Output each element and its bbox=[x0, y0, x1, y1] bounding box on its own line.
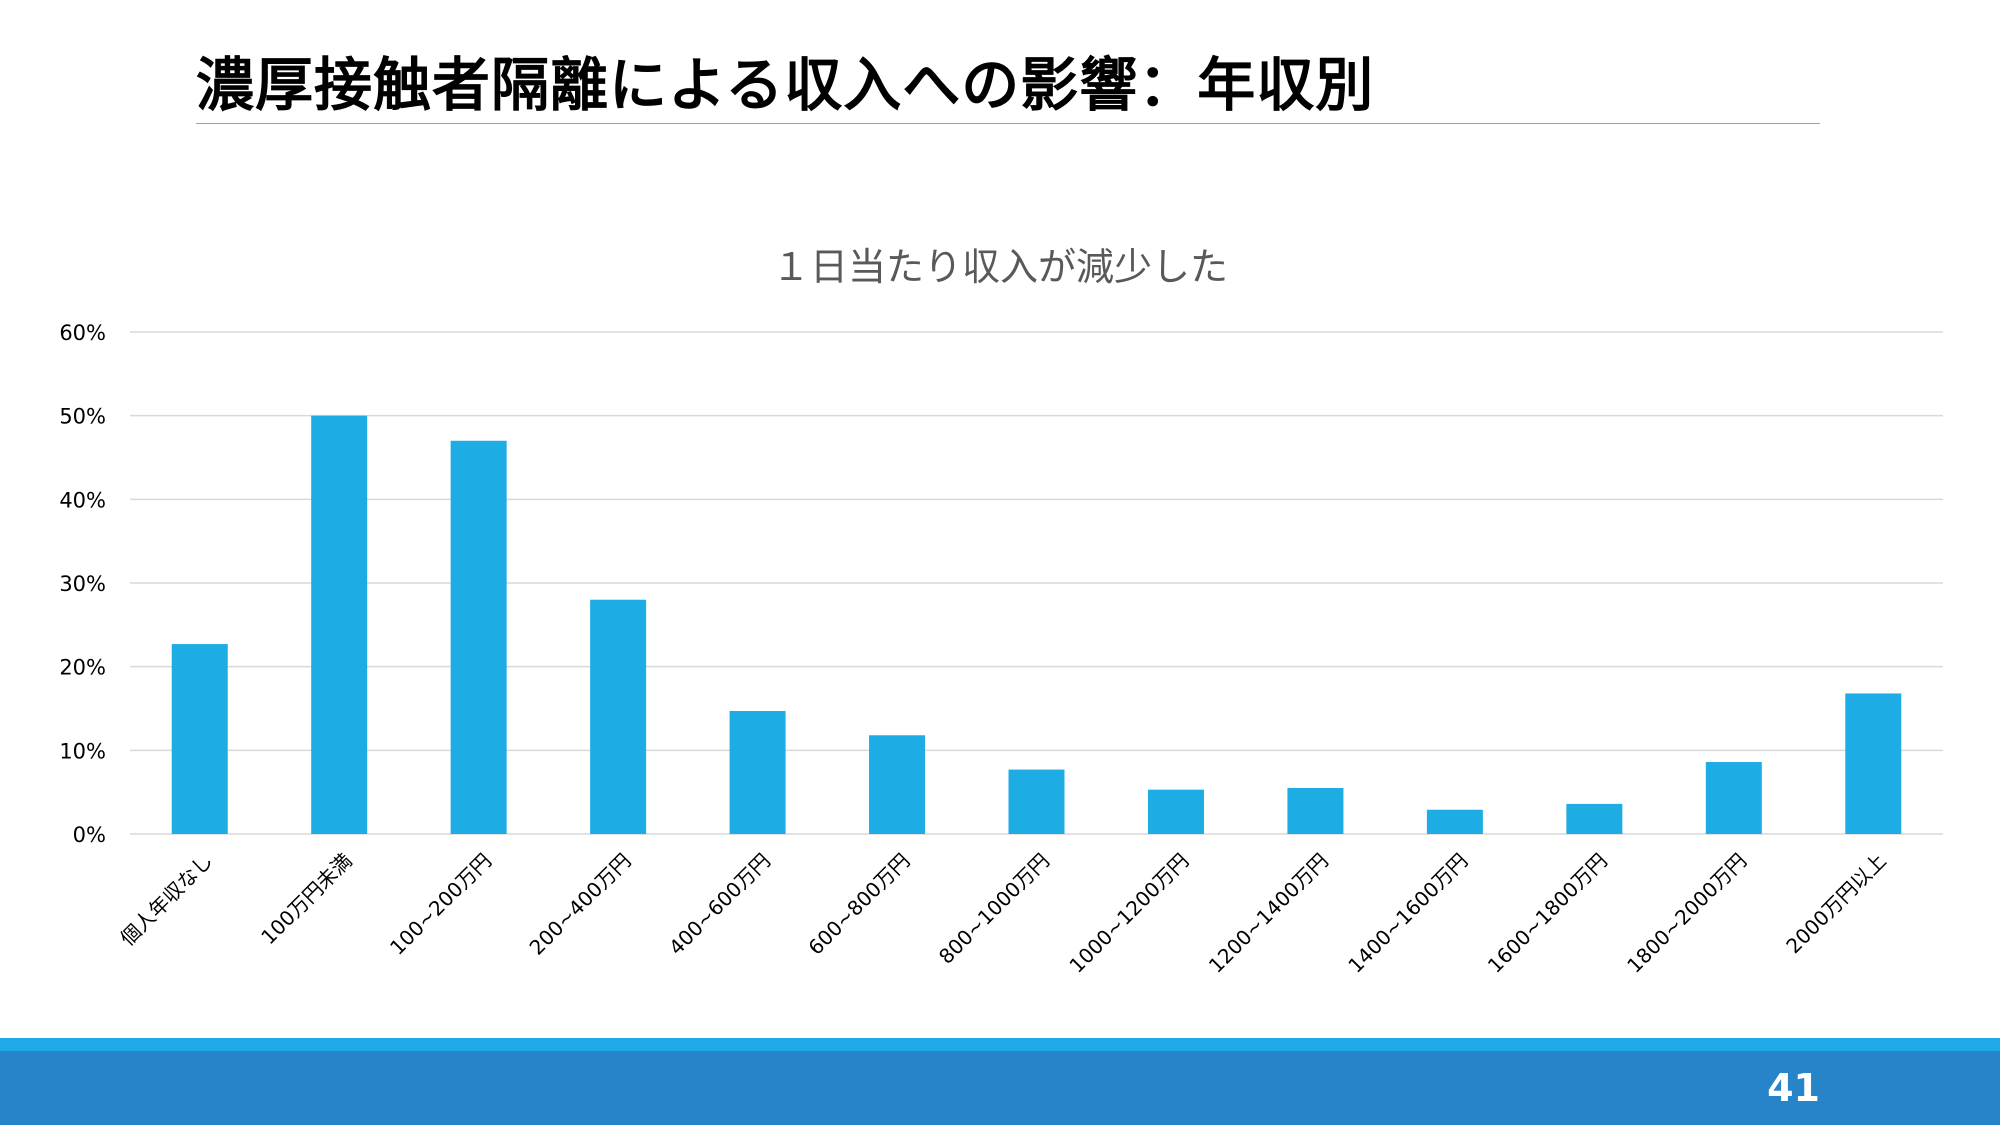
bar bbox=[1845, 693, 1902, 834]
bar bbox=[311, 415, 368, 834]
x-tick-label: 1200~1400万円 bbox=[1204, 849, 1333, 978]
x-tick-label: 800~1000万円 bbox=[934, 849, 1054, 969]
bar bbox=[869, 735, 926, 834]
footer-stripe bbox=[0, 1038, 2000, 1051]
x-tick-label: 100~200万円 bbox=[385, 849, 496, 960]
x-axis-tick-labels: 個人年収なし 100万円未満 100~200万円 200~400万円 400~600万円… bbox=[115, 849, 1890, 978]
bar bbox=[1147, 789, 1204, 834]
title-divider bbox=[196, 123, 1820, 124]
y-tick-label: 30% bbox=[59, 572, 106, 596]
y-tick-label: 50% bbox=[59, 405, 106, 429]
bar-chart: 0% 10% 20% 30% 40% 50% 60% 個人年収なし 100万円未満 100~20… bbox=[59, 321, 1943, 978]
chart-title: １日当たり収入が減少した bbox=[771, 245, 1228, 289]
x-tick-label: 100万円未満 bbox=[256, 849, 357, 950]
bar bbox=[1426, 809, 1483, 834]
y-axis-tick-labels: 0% 10% 20% 30% 40% 50% 60% bbox=[59, 321, 106, 847]
y-tick-label: 0% bbox=[73, 823, 106, 847]
y-tick-label: 10% bbox=[59, 739, 106, 763]
bar bbox=[729, 711, 786, 834]
footer-bar: 41 bbox=[0, 1051, 2000, 1125]
bar bbox=[171, 644, 228, 834]
slide-title: 濃厚接触者隔離による収入への影響：年収別 bbox=[196, 51, 1375, 119]
y-tick-label: 20% bbox=[59, 656, 106, 680]
bar bbox=[1705, 762, 1762, 834]
x-tick-label: 個人年収なし bbox=[115, 849, 217, 951]
x-tick-label: 1000~1200万円 bbox=[1064, 849, 1193, 978]
bar bbox=[1287, 787, 1344, 834]
bar bbox=[1008, 769, 1065, 834]
x-tick-label: 600~800万円 bbox=[803, 849, 914, 960]
bar bbox=[1566, 803, 1623, 834]
x-tick-label: 1400~1600万円 bbox=[1343, 849, 1472, 978]
x-tick-label: 200~400万円 bbox=[525, 849, 636, 960]
y-tick-label: 40% bbox=[59, 488, 106, 512]
bar bbox=[450, 440, 507, 834]
page-number: 41 bbox=[1767, 1066, 1820, 1110]
x-tick-label: 1800~2000万円 bbox=[1622, 849, 1751, 978]
x-tick-label: 1600~1800万円 bbox=[1483, 849, 1612, 978]
x-tick-label: 400~600万円 bbox=[664, 849, 775, 960]
bar bbox=[590, 599, 647, 834]
y-tick-label: 60% bbox=[59, 321, 106, 345]
gridlines bbox=[130, 331, 1943, 835]
bars bbox=[171, 415, 1902, 834]
x-tick-label: 2000万円以上 bbox=[1781, 849, 1891, 959]
